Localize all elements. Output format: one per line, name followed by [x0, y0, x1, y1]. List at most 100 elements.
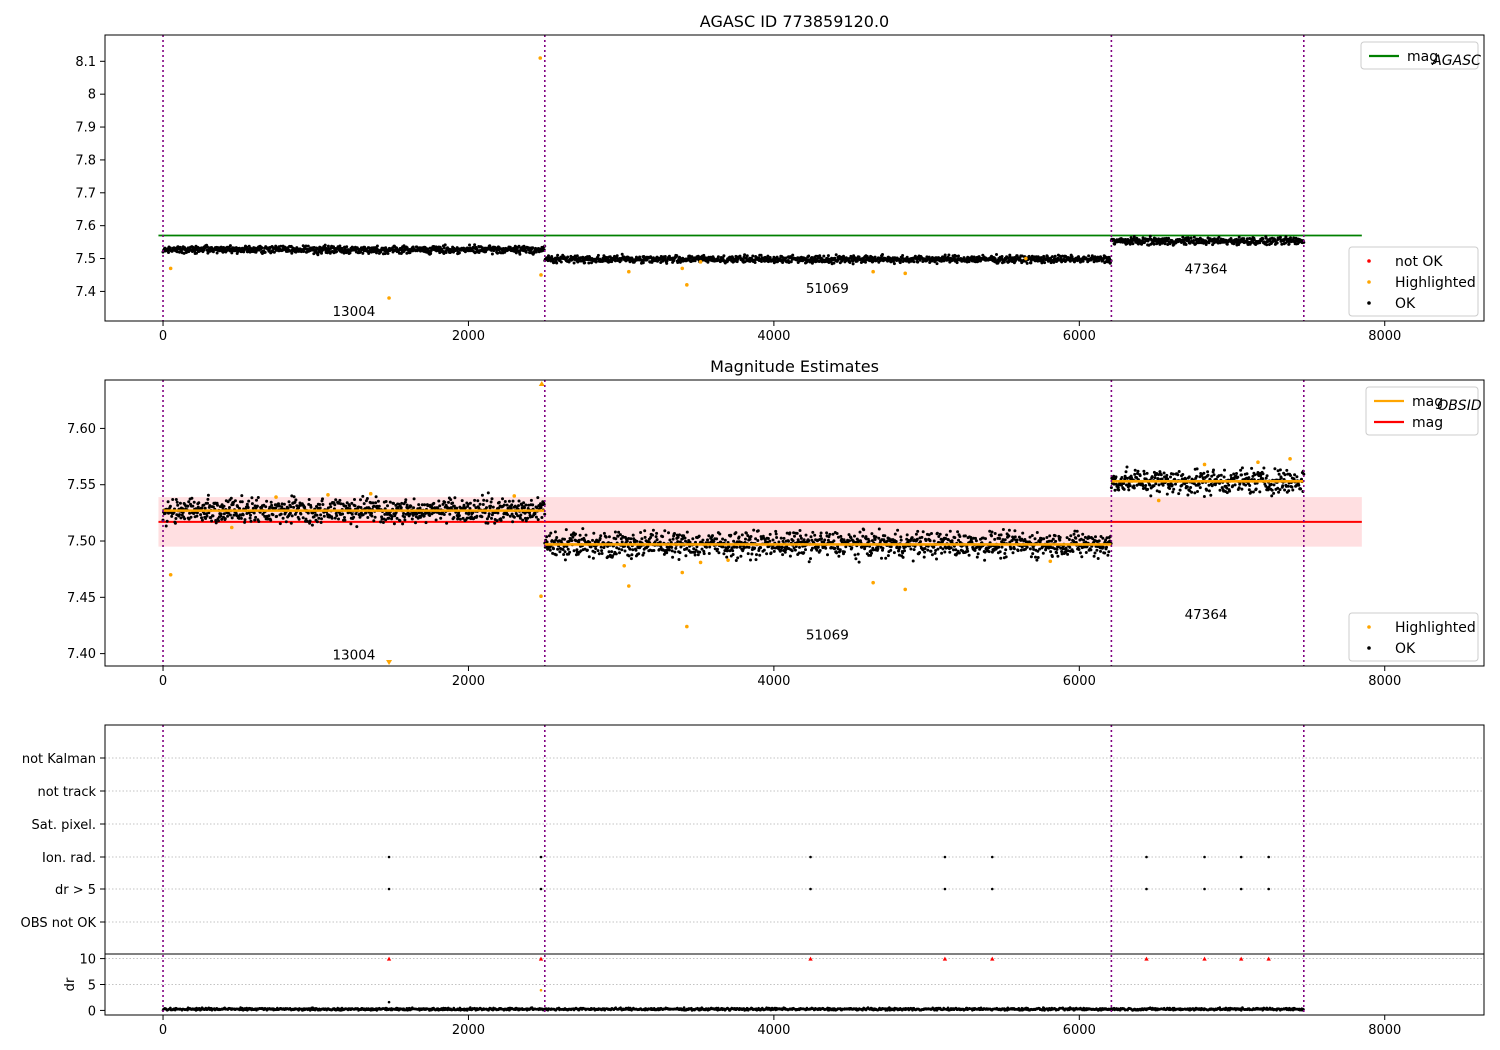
ok-point [539, 506, 543, 510]
ok-point [614, 552, 618, 556]
ok-point [1159, 473, 1163, 477]
ok-point [607, 535, 611, 539]
highlighted-point [871, 269, 875, 274]
ok-point [496, 251, 499, 255]
ok-point [651, 533, 654, 537]
ok-point [555, 536, 559, 539]
ok-point [870, 532, 874, 536]
ok-point [1218, 488, 1222, 492]
ok-point [732, 539, 736, 543]
ok-point [683, 536, 687, 540]
ok-point [495, 519, 499, 523]
ok-point [759, 253, 763, 257]
ok-point [403, 515, 406, 519]
ok-point [708, 545, 712, 549]
ok-point [1172, 487, 1176, 491]
highlighted-point [1024, 256, 1028, 261]
ok-point [1219, 473, 1223, 477]
ok-point [815, 548, 819, 552]
ok-point [746, 552, 750, 556]
ok-point [1251, 490, 1255, 494]
ok-point [186, 504, 190, 508]
ok-point [228, 506, 231, 509]
ok-point [1277, 472, 1281, 476]
ok-point [670, 549, 674, 553]
ok-point [375, 244, 379, 248]
ok-point [1171, 472, 1175, 476]
ok-point [819, 531, 823, 535]
ok-point [1176, 473, 1180, 477]
ok-point [716, 255, 720, 259]
ok-point [1258, 490, 1262, 494]
ok-point [791, 539, 795, 543]
ok-point [519, 513, 523, 517]
ok-point [524, 519, 528, 523]
ok-point [722, 552, 726, 556]
ok-point [615, 254, 619, 258]
ok-point [338, 244, 342, 248]
y-tick-label: 7.6 [75, 219, 96, 234]
ok-point [676, 540, 680, 544]
obsid-label: 13004 [332, 304, 375, 320]
ok-point [933, 551, 937, 555]
ok-point [782, 536, 786, 540]
ok-point [371, 501, 375, 505]
ok-point [1233, 483, 1237, 487]
ok-point [211, 514, 215, 518]
ok-point [1071, 550, 1075, 553]
ok-point [1116, 486, 1120, 489]
ok-point [562, 553, 566, 556]
ok-point [990, 534, 993, 538]
ok-point [809, 557, 812, 561]
ok-point [173, 521, 177, 525]
ok-point [253, 518, 257, 522]
ok-point [255, 504, 259, 508]
ok-point [649, 536, 653, 539]
ok-point [889, 548, 893, 552]
ok-point [591, 538, 594, 542]
ok-point [1186, 493, 1190, 497]
ok-point [304, 244, 308, 248]
ok-point [297, 517, 301, 521]
ok-point [1248, 484, 1252, 487]
ok-point [594, 260, 598, 264]
ok-point [998, 550, 1002, 554]
ok-point [1174, 482, 1177, 486]
ok-point [228, 513, 232, 517]
highlighted-point-group [168, 56, 1028, 300]
ok-point [822, 254, 826, 258]
ok-point [1096, 557, 1100, 560]
ok-point [491, 505, 495, 509]
ok-point [819, 534, 823, 538]
ok-point [353, 498, 356, 501]
ok-point [905, 255, 909, 259]
ok-point [1187, 475, 1191, 479]
ok-point [899, 535, 903, 539]
ok-point [505, 503, 509, 507]
ok-point [1025, 261, 1029, 265]
ok-point [667, 548, 671, 552]
ok-point [824, 546, 828, 550]
ok-point [935, 531, 939, 535]
ok-point [685, 530, 689, 534]
ok-point [1028, 547, 1032, 551]
ok-point [179, 516, 183, 520]
ok-point [284, 520, 288, 524]
ok-point [362, 502, 366, 506]
ok-point [1097, 539, 1101, 543]
ok-point [711, 534, 714, 538]
ok-point [984, 537, 987, 541]
ok-point [320, 517, 323, 521]
ok-point [1045, 536, 1049, 539]
legend-label: OK [1395, 296, 1416, 312]
ok-point [909, 547, 913, 551]
ok-point [783, 550, 787, 554]
ok-point [312, 246, 316, 249]
ok-point [921, 260, 925, 263]
ok-point [599, 545, 603, 549]
ok-point [602, 531, 606, 535]
ok-point [547, 534, 551, 538]
ok-point [795, 531, 799, 535]
ok-point [1016, 549, 1020, 553]
ok-point [768, 532, 772, 536]
